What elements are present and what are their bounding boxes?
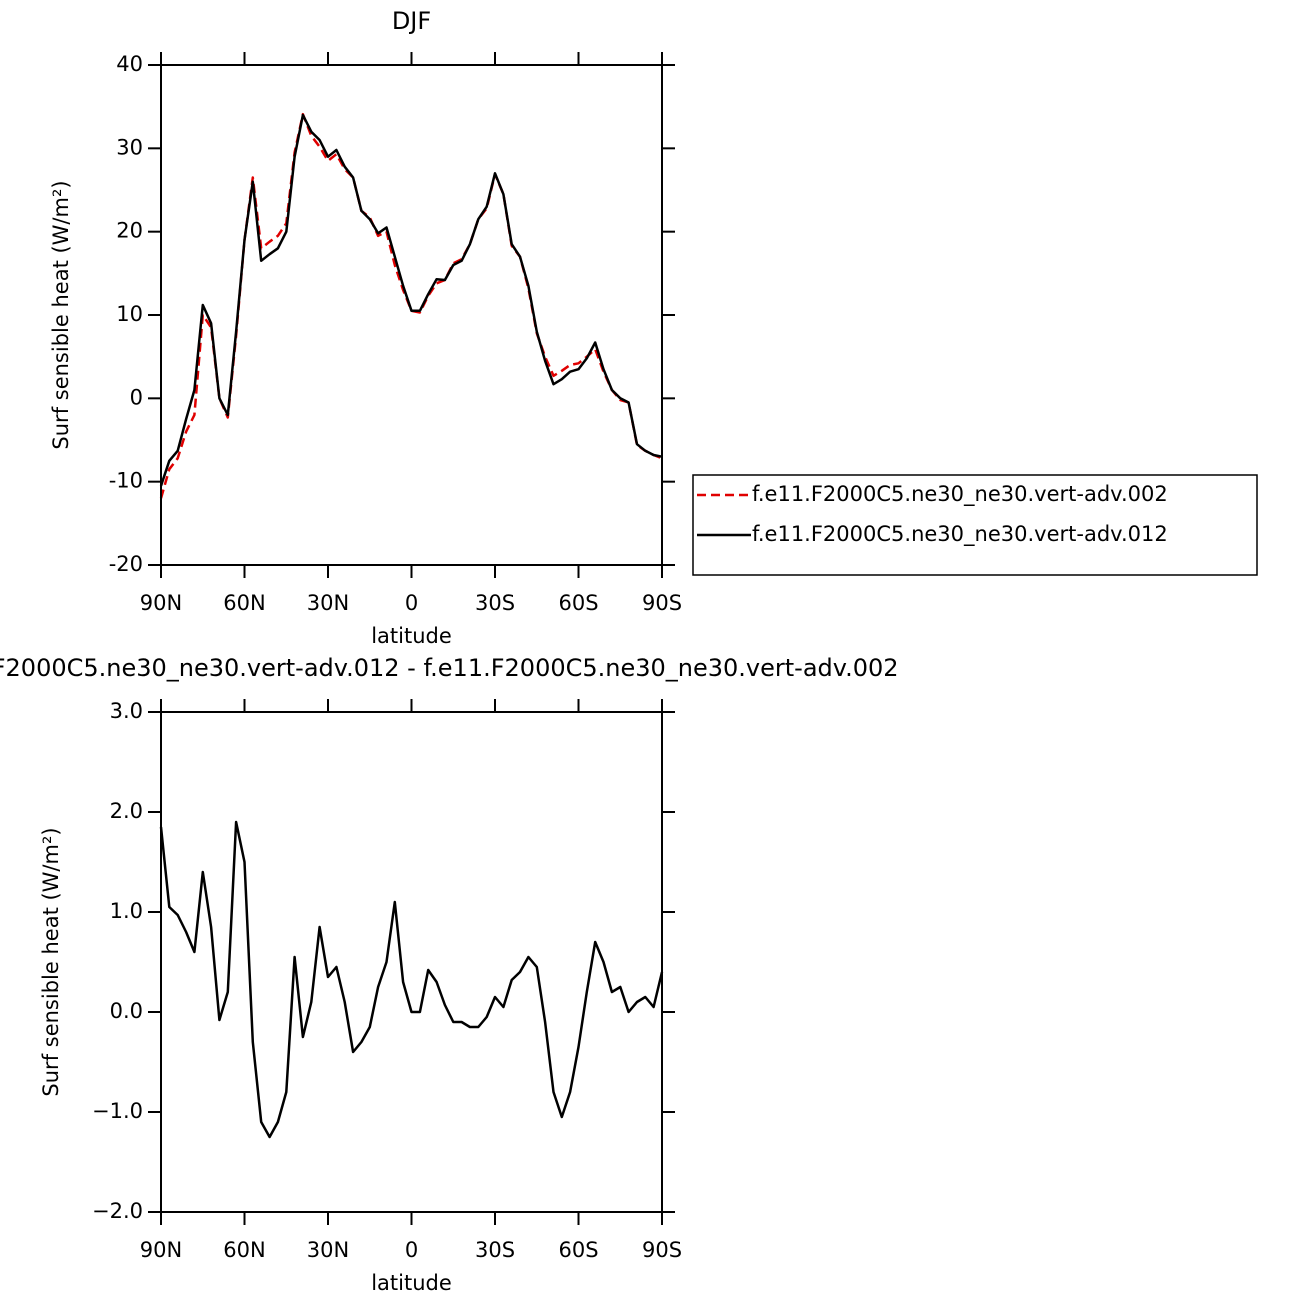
y-tick-label: -20 <box>109 552 143 576</box>
y-tick-label: 1.0 <box>110 899 143 923</box>
x-tick-label: 60S <box>558 591 598 615</box>
y-tick-label: −2.0 <box>92 1199 143 1223</box>
x-axis-label: latitude <box>371 624 452 648</box>
y-tick-label: 0 <box>130 385 143 409</box>
y-tick-label: −1.0 <box>92 1099 143 1123</box>
legend-label: f.e11.F2000C5.ne30_ne30.vert-adv.012 <box>752 522 1168 547</box>
legend-box <box>692 474 1258 576</box>
x-tick-label: 30S <box>475 1238 515 1262</box>
x-tick-label: 60S <box>558 1238 598 1262</box>
y-tick-label: 30 <box>116 135 143 159</box>
x-tick-label: 60N <box>223 591 265 615</box>
x-tick-label: 30N <box>307 1238 349 1262</box>
y-tick-label: -10 <box>109 469 143 493</box>
chart-title: f.e11.F2000C5.ne30_ne30.vert-adv.012 - f… <box>0 654 899 682</box>
data-line <box>159 113 663 487</box>
x-tick-label: 30N <box>307 591 349 615</box>
chart-title: DJF <box>392 7 431 35</box>
y-tick-label: 20 <box>116 219 143 243</box>
y-tick-label: 0.0 <box>110 999 143 1023</box>
data-line <box>159 820 664 1139</box>
legend-label: f.e11.F2000C5.ne30_ne30.vert-adv.002 <box>752 482 1168 507</box>
x-tick-label: 60N <box>223 1238 265 1262</box>
y-tick-label: 10 <box>116 302 143 326</box>
y-tick-label: 3.0 <box>110 699 143 723</box>
plot-frame <box>160 64 663 566</box>
x-tick-label: 0 <box>405 591 418 615</box>
x-tick-label: 90N <box>140 1238 182 1262</box>
y-axis-label: Surf sensible heat (W/m²) <box>49 180 73 449</box>
data-line <box>159 112 663 499</box>
y-axis-label: Surf sensible heat (W/m²) <box>39 827 63 1096</box>
plot-frame <box>160 711 663 1213</box>
x-tick-label: 90S <box>642 591 682 615</box>
x-tick-label: 90S <box>642 1238 682 1262</box>
x-tick-label: 30S <box>475 591 515 615</box>
y-tick-label: 40 <box>116 52 143 76</box>
x-axis-label: latitude <box>371 1271 452 1295</box>
x-tick-label: 90N <box>140 591 182 615</box>
x-tick-label: 0 <box>405 1238 418 1262</box>
y-tick-label: 2.0 <box>110 799 143 823</box>
